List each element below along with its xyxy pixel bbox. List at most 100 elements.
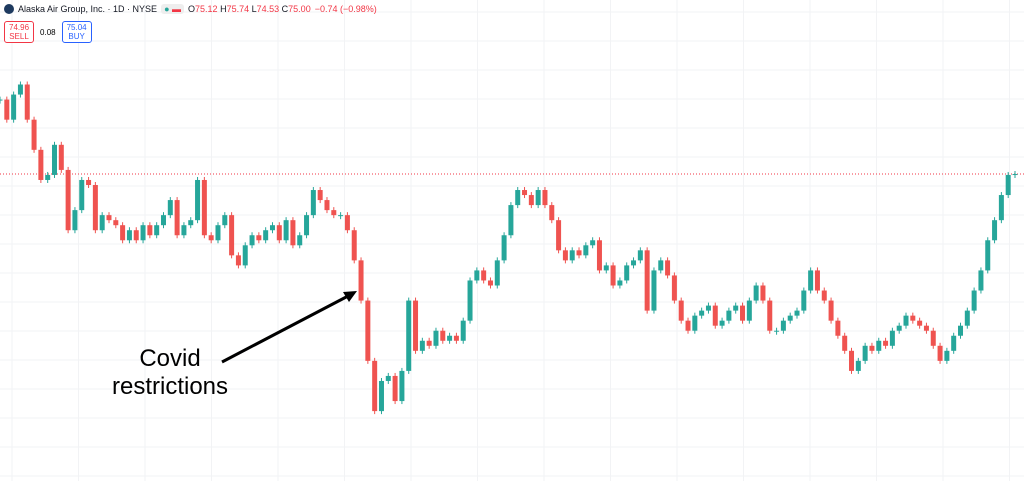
candle bbox=[583, 245, 589, 256]
candle bbox=[590, 240, 596, 246]
candle bbox=[515, 190, 521, 206]
candle bbox=[11, 94, 17, 120]
annotation: Covid restrictions bbox=[112, 345, 228, 401]
candle bbox=[310, 190, 316, 216]
candle bbox=[263, 230, 269, 241]
candle bbox=[562, 250, 568, 261]
candle bbox=[106, 215, 112, 221]
candle bbox=[658, 260, 664, 271]
candle bbox=[447, 335, 453, 341]
candle bbox=[964, 310, 970, 326]
ohlc-value: 75.74 bbox=[226, 4, 250, 14]
candle bbox=[923, 325, 929, 331]
candle bbox=[889, 330, 895, 346]
candle bbox=[72, 210, 78, 231]
candle bbox=[624, 265, 630, 281]
candle bbox=[290, 220, 296, 246]
candle bbox=[644, 250, 650, 311]
arrow-head bbox=[343, 291, 357, 302]
candle bbox=[487, 280, 493, 286]
candle bbox=[671, 275, 677, 301]
candle bbox=[610, 265, 616, 286]
candle bbox=[242, 245, 248, 266]
candle bbox=[958, 325, 964, 336]
candle bbox=[603, 265, 609, 271]
candle bbox=[24, 84, 30, 120]
candle bbox=[208, 235, 214, 241]
candle bbox=[712, 305, 718, 326]
candle bbox=[883, 340, 889, 346]
candle bbox=[126, 230, 132, 241]
candle bbox=[801, 290, 807, 311]
candle bbox=[351, 230, 357, 261]
candle bbox=[99, 215, 105, 231]
candle bbox=[188, 220, 194, 226]
candle bbox=[828, 300, 834, 321]
candle bbox=[876, 340, 882, 351]
candle bbox=[637, 250, 643, 261]
candle bbox=[113, 220, 119, 226]
candle bbox=[760, 285, 766, 301]
candle bbox=[399, 370, 405, 402]
ohlc-value: 75.00 bbox=[288, 4, 311, 14]
buy-price: 75.04 bbox=[66, 23, 87, 32]
sell-button[interactable]: 74.96 SELL bbox=[4, 21, 35, 43]
candle bbox=[304, 215, 310, 236]
candle bbox=[4, 99, 10, 120]
candle bbox=[160, 215, 166, 226]
candle bbox=[31, 119, 37, 150]
candle bbox=[535, 190, 541, 206]
candle bbox=[746, 300, 752, 321]
candle bbox=[269, 225, 275, 231]
candle bbox=[705, 305, 711, 311]
candle bbox=[167, 200, 173, 216]
candle bbox=[174, 200, 180, 236]
candle bbox=[849, 350, 855, 371]
candle bbox=[324, 200, 330, 211]
candle bbox=[86, 179, 92, 185]
candle bbox=[494, 260, 500, 286]
candle bbox=[181, 225, 187, 236]
buy-label: BUY bbox=[68, 32, 85, 41]
candle bbox=[951, 335, 957, 351]
candle bbox=[58, 144, 64, 170]
candle bbox=[930, 330, 936, 346]
candle bbox=[787, 315, 793, 321]
candle bbox=[222, 215, 228, 226]
candle bbox=[814, 270, 820, 291]
logo bbox=[4, 4, 14, 14]
candle bbox=[358, 260, 364, 301]
candle bbox=[154, 225, 160, 236]
candle bbox=[344, 215, 350, 231]
candle bbox=[596, 240, 602, 271]
candle bbox=[79, 179, 85, 211]
candle bbox=[51, 144, 57, 175]
candle bbox=[774, 330, 780, 332]
candle bbox=[733, 305, 739, 311]
candle bbox=[17, 84, 23, 95]
candle bbox=[917, 320, 923, 326]
candle bbox=[719, 320, 725, 326]
buy-button[interactable]: 75.04 BUY bbox=[61, 21, 92, 43]
candle bbox=[692, 315, 698, 331]
candle bbox=[740, 305, 746, 321]
ohlc-value: 75.12 bbox=[195, 4, 218, 14]
candle bbox=[140, 225, 146, 241]
candle bbox=[556, 220, 562, 251]
candle bbox=[338, 215, 344, 217]
candle bbox=[460, 320, 466, 341]
candle bbox=[542, 190, 548, 206]
sell-label: SELL bbox=[9, 32, 29, 41]
ohlc-key: C bbox=[281, 4, 289, 14]
candle bbox=[808, 270, 814, 291]
candle bbox=[413, 300, 419, 351]
candle bbox=[685, 320, 691, 331]
candle bbox=[985, 240, 991, 271]
candle bbox=[467, 280, 473, 321]
candle bbox=[501, 235, 507, 261]
candle bbox=[133, 230, 139, 241]
candle bbox=[651, 270, 657, 311]
candle bbox=[385, 375, 391, 381]
ohlc-value: 74.53 bbox=[256, 4, 280, 14]
